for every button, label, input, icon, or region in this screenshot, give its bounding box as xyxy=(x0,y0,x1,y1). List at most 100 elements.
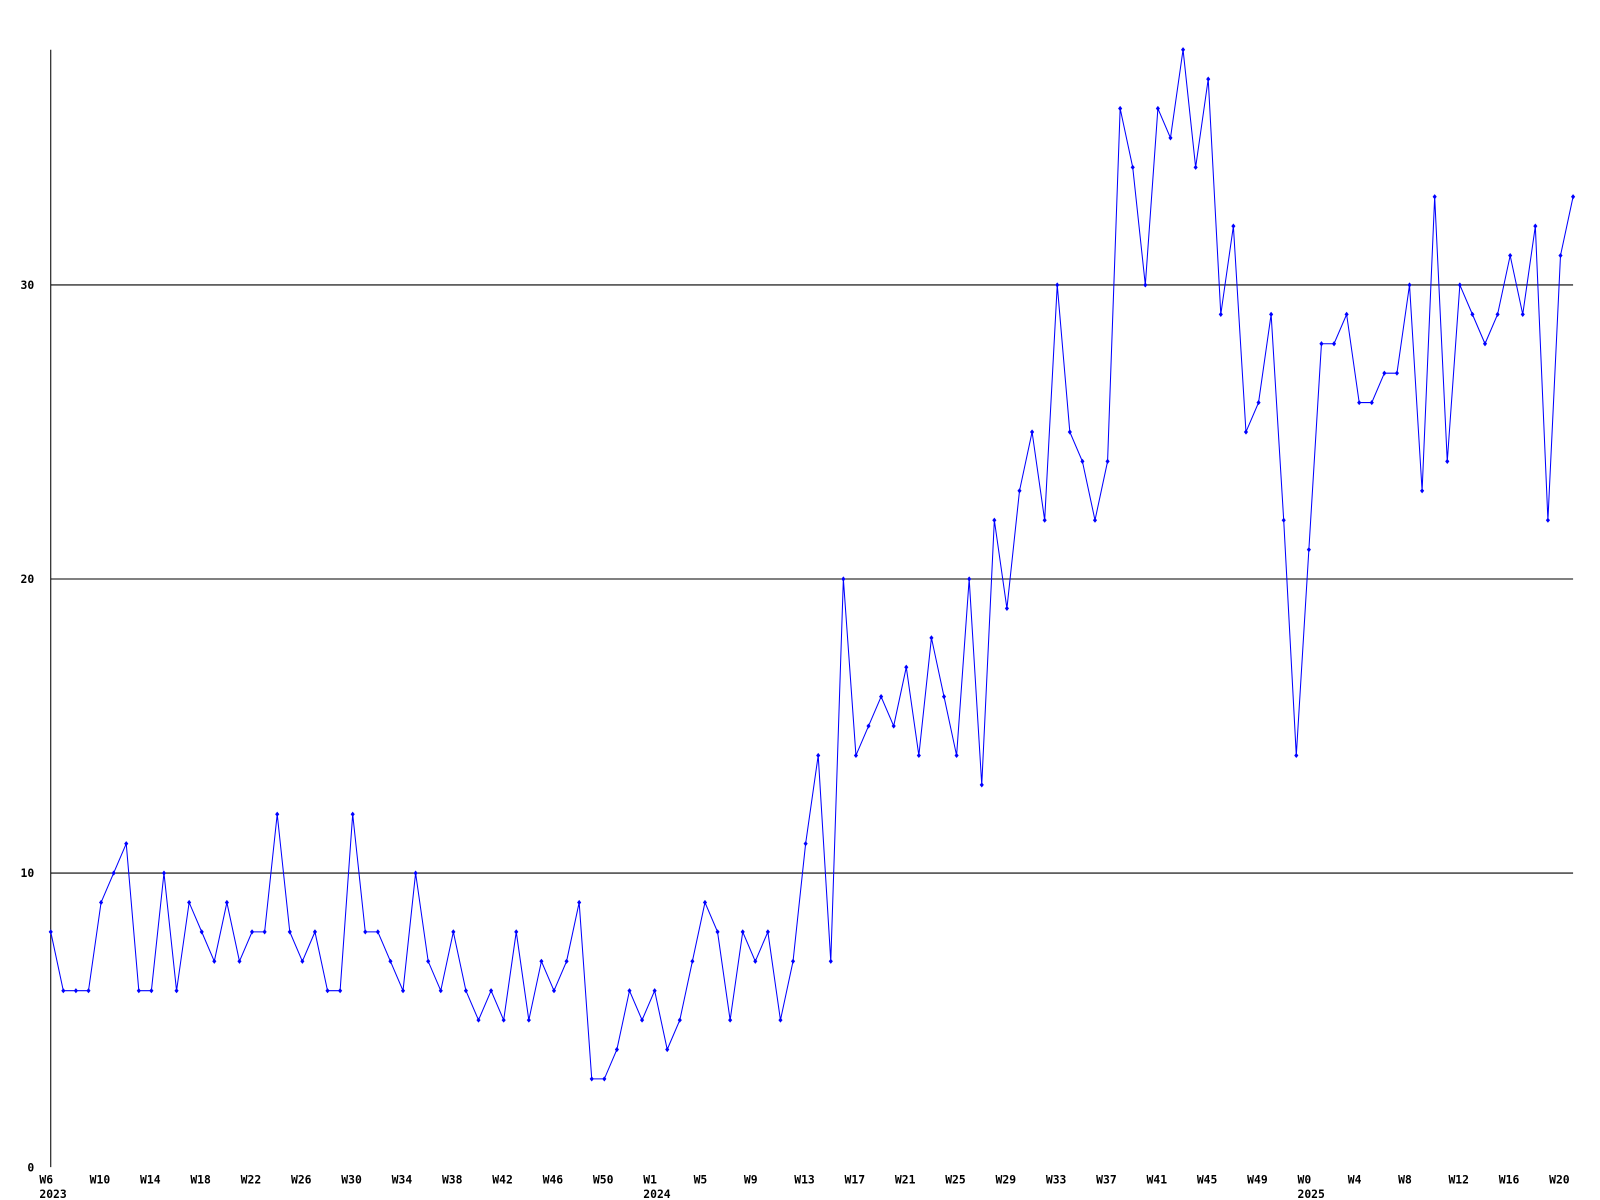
data-point xyxy=(602,1076,607,1082)
x-year-label: 2025 xyxy=(1297,1187,1325,1200)
data-point xyxy=(866,723,871,729)
data-point xyxy=(639,1017,645,1023)
data-point xyxy=(1143,282,1148,288)
data-point xyxy=(778,1017,783,1023)
data-point xyxy=(111,870,116,876)
data-point xyxy=(86,988,91,994)
x-tick-label: W42 xyxy=(492,1173,513,1187)
data-point xyxy=(501,1017,506,1023)
data-point xyxy=(149,988,154,994)
data-point xyxy=(1206,76,1211,82)
data-point xyxy=(1080,458,1085,464)
data-point xyxy=(589,1076,594,1082)
data-point xyxy=(73,988,78,994)
data-point xyxy=(187,899,192,906)
x-tick-label: W21 xyxy=(895,1173,916,1187)
data-point xyxy=(1470,311,1475,317)
data-point xyxy=(677,1017,682,1023)
data-point xyxy=(728,1017,733,1023)
data-point xyxy=(1231,223,1236,229)
data-point xyxy=(1055,282,1060,288)
data-point xyxy=(1092,517,1098,523)
data-point xyxy=(1369,399,1374,406)
data-point xyxy=(199,929,204,935)
data-point xyxy=(212,958,217,964)
x-tick-label: W8 xyxy=(1398,1173,1412,1187)
y-tick-label: 0 xyxy=(27,1160,34,1174)
data-point xyxy=(1306,547,1311,553)
data-point xyxy=(451,929,456,935)
data-point xyxy=(1281,517,1286,523)
data-point xyxy=(1105,458,1110,464)
y-tick-label: 10 xyxy=(20,866,34,880)
data-point xyxy=(161,870,167,876)
x-tick-label: W29 xyxy=(996,1173,1017,1187)
x-tick-label: W25 xyxy=(945,1173,966,1187)
data-point xyxy=(665,1046,670,1053)
data-point xyxy=(803,841,808,847)
data-point xyxy=(690,958,695,964)
data-point xyxy=(124,841,129,847)
data-point xyxy=(136,988,141,994)
data-point xyxy=(262,929,267,935)
x-tick-label: W34 xyxy=(392,1173,413,1187)
data-point xyxy=(1331,341,1337,347)
data-point xyxy=(853,752,859,759)
data-point xyxy=(1155,105,1160,112)
data-point xyxy=(1193,164,1198,170)
x-tick-label: W38 xyxy=(442,1173,463,1187)
data-point xyxy=(300,958,305,964)
data-point xyxy=(1030,429,1035,435)
data-point xyxy=(954,752,959,759)
data-point xyxy=(967,576,972,582)
data-point xyxy=(338,988,343,994)
data-point xyxy=(1042,517,1047,523)
data-point xyxy=(715,929,720,935)
x-tick-label: W37 xyxy=(1096,1173,1117,1187)
data-point xyxy=(1571,194,1576,200)
x-year-label: 2023 xyxy=(39,1187,67,1200)
x-tick-label: W50 xyxy=(593,1173,614,1187)
data-point xyxy=(577,899,582,906)
data-point xyxy=(1319,341,1324,347)
data-point xyxy=(1218,311,1223,317)
data-point xyxy=(1357,399,1362,406)
data-point xyxy=(1269,311,1274,317)
data-point xyxy=(1508,252,1513,259)
data-point xyxy=(1294,752,1299,759)
data-point xyxy=(1457,282,1462,288)
x-tick-label: W30 xyxy=(341,1173,362,1187)
x-tick-label: W6 xyxy=(39,1173,53,1187)
data-point xyxy=(463,988,468,994)
data-point xyxy=(539,958,544,964)
data-point xyxy=(929,635,934,641)
x-tick-label: W49 xyxy=(1247,1173,1268,1187)
data-point xyxy=(325,988,330,994)
data-point xyxy=(489,988,494,994)
data-point xyxy=(1017,488,1022,494)
x-tick-label: W45 xyxy=(1197,1173,1218,1187)
data-point xyxy=(816,752,821,759)
x-tick-label: W20 xyxy=(1549,1173,1570,1187)
x-year-label: 2024 xyxy=(643,1187,671,1200)
x-tick-label: W13 xyxy=(794,1173,815,1187)
data-point xyxy=(174,988,179,994)
data-point xyxy=(287,929,292,935)
data-point xyxy=(879,694,884,700)
x-tick-label: W0 xyxy=(1297,1173,1311,1187)
data-point xyxy=(992,517,997,523)
x-tick-label: W14 xyxy=(140,1173,161,1187)
data-point xyxy=(627,988,632,994)
data-point xyxy=(614,1046,619,1053)
data-point xyxy=(388,958,393,964)
data-point xyxy=(828,958,833,964)
data-point xyxy=(1118,105,1123,112)
x-tick-label: W41 xyxy=(1147,1173,1168,1187)
data-point xyxy=(1256,399,1261,406)
data-point xyxy=(350,811,355,817)
y-tick-label: 30 xyxy=(20,278,34,292)
data-point xyxy=(1067,429,1072,435)
data-point xyxy=(702,899,708,906)
data-point xyxy=(979,782,984,788)
